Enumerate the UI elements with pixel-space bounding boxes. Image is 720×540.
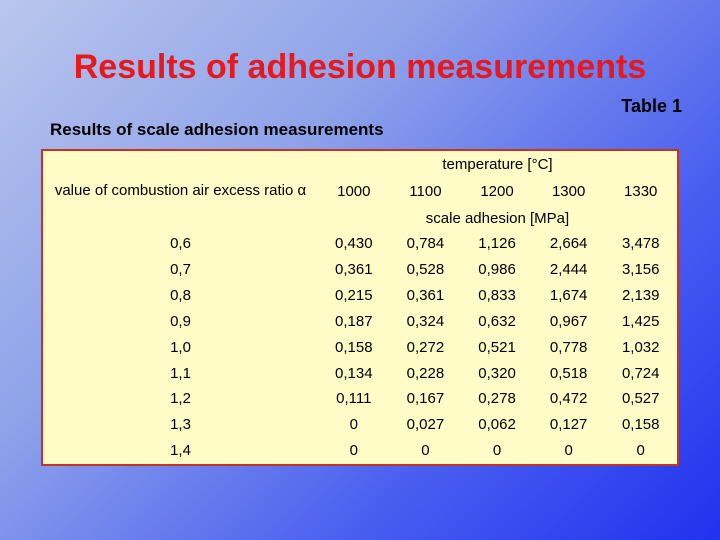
adhesion-value-cell: 0,158 [621,416,660,434]
temperature-header: temperature [°C] [442,155,553,173]
temperature-cell: 1100 [409,182,442,200]
table-row: 1,4 0 0 0 0 0 [42,438,678,465]
adhesion-value-cell: 0 [421,442,430,460]
adhesion-value-cell: 0 [636,442,645,460]
adhesion-value-cell: 0,134 [335,364,373,382]
adhesion-value-cell: 0,472 [549,390,588,408]
adhesion-table: value of combustion air excess ratio α t… [41,149,679,466]
adhesion-value-cell: 3,156 [621,261,660,279]
alpha-cell: 1,3 [170,416,191,434]
table-row: 0,6 0,430 0,784 1,126 2,664 3,478 [42,231,678,257]
table-header-unit-row: scale adhesion [MPa] [42,205,678,231]
adhesion-value-cell: 0,967 [549,312,588,330]
table-row: 0,7 0,361 0,528 0,986 2,444 3,156 [42,257,678,283]
temperature-cell: 1330 [624,182,658,200]
temperature-cell: 1200 [480,182,514,200]
adhesion-value-cell: 0,833 [478,287,516,305]
table-row: 0,9 0,187 0,324 0,632 0,967 1,425 [42,308,678,334]
adhesion-value-cell: 1,032 [621,338,660,356]
adhesion-value-cell: 0,778 [549,338,588,356]
table-row: 1,1 0,134 0,228 0,320 0,518 0,724 [42,360,678,386]
temperature-cell: 1000 [337,182,371,200]
adhesion-value-cell: 0,361 [335,261,373,279]
alpha-cell: 1,0 [170,338,191,356]
table-number: Table 1 [621,96,682,116]
adhesion-value-cell: 0,062 [478,416,516,434]
adhesion-value-cell: 0,784 [406,235,445,253]
slide-title: Results of adhesion measurements [73,48,647,86]
temperature-cell: 1300 [551,182,586,200]
adhesion-value-cell: 0,986 [478,261,516,279]
adhesion-value-cell: 0,324 [406,312,445,330]
adhesion-value-cell: 0,272 [406,338,445,356]
alpha-cell: 0,8 [170,287,191,305]
table-row: 1,0 0,158 0,272 0,521 0,778 1,032 [42,334,678,360]
table-row: 1,3 0 0,027 0,062 0,127 0,158 [42,412,678,438]
adhesion-value-cell: 0,215 [335,287,373,305]
adhesion-value-cell: 0,528 [406,261,445,279]
adhesion-value-cell: 0,111 [336,390,372,408]
adhesion-value-cell: 0,361 [406,287,445,305]
adhesion-value-cell: 0 [349,442,358,460]
adhesion-value-cell: 0 [492,442,502,460]
unit-header: scale adhesion [MPa] [425,209,570,227]
adhesion-value-cell: 0,228 [406,364,445,382]
table-header-values-row: 1000 1100 1200 1300 1330 [42,177,678,205]
adhesion-value-cell: 0,278 [478,390,516,408]
adhesion-value-cell: 0,632 [478,312,516,330]
row-header-label: value of combustion air excess ratio α [54,182,307,199]
adhesion-value-cell: 1,674 [549,287,588,305]
adhesion-value-cell: 2,139 [621,287,660,305]
alpha-cell: 1,1 [170,364,191,382]
adhesion-value-cell: 0,187 [335,312,373,330]
table-row: 1,2 0,111 0,167 0,278 0,472 0,527 [42,386,678,412]
alpha-cell: 0,6 [170,235,191,253]
adhesion-value-cell: 0,167 [406,390,445,408]
alpha-cell: 0,7 [170,261,191,279]
adhesion-value-cell: 1,126 [478,235,516,253]
adhesion-value-cell: 0,518 [549,364,588,382]
adhesion-value-cell: 0,027 [406,416,445,434]
table-row: 0,8 0,215 0,361 0,833 1,674 2,139 [42,283,678,309]
adhesion-value-cell: 1,425 [621,312,660,330]
adhesion-value-cell: 0,158 [335,338,373,356]
adhesion-value-cell: 0,521 [478,338,516,356]
adhesion-value-cell: 0,724 [621,364,660,382]
adhesion-value-cell: 0,127 [549,416,588,434]
table-subtitle: Results of scale adhesion measurements [50,120,384,139]
adhesion-value-cell: 2,444 [549,261,588,279]
alpha-cell: 0,9 [170,312,191,330]
adhesion-value-cell: 3,478 [621,235,660,253]
adhesion-value-cell: 0,527 [621,390,660,408]
adhesion-value-cell: 0 [564,442,573,460]
alpha-cell: 1,4 [170,442,191,460]
adhesion-value-cell: 0,320 [478,364,516,382]
adhesion-value-cell: 2,664 [549,235,588,253]
table-header-temperature-row: value of combustion air excess ratio α t… [42,150,678,200]
adhesion-value-cell: 0 [349,416,358,434]
alpha-cell: 1,2 [170,390,191,408]
adhesion-value-cell: 0,430 [335,235,373,253]
